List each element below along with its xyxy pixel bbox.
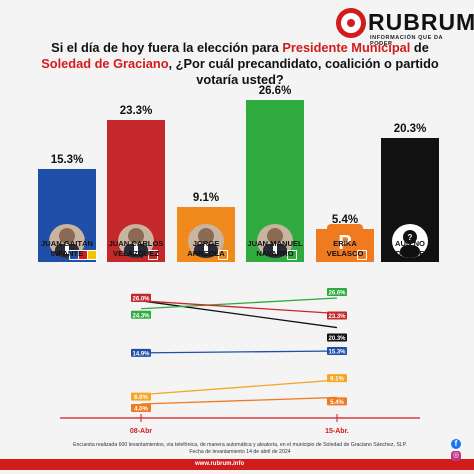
- logo-mark-icon: [336, 8, 366, 38]
- rubrum-logo: RUBRUM INFORMACIÓN QUE DA PODER: [336, 8, 474, 48]
- data-label: 4.0%: [134, 407, 148, 413]
- candidate-photo: [49, 224, 85, 258]
- data-label-box: [327, 397, 347, 406]
- data-label-box: [327, 311, 347, 320]
- party-logo-icon: [148, 250, 158, 260]
- website-link[interactable]: www.rubrum.info: [195, 461, 245, 467]
- question-text-3: , ¿Por cuál precandidato, coalición o pa…: [168, 56, 439, 87]
- data-label-box: [131, 348, 151, 357]
- question-highlight-1: Presidente Municipal: [282, 40, 411, 55]
- data-label: 20.3%: [328, 336, 346, 342]
- candidate-name: AÚN NO DECIDE: [395, 239, 425, 258]
- question-text-1: Si el día de hoy fuera la elección para: [51, 40, 283, 55]
- party-logo-icon: [87, 250, 97, 260]
- poll-question: Si el día de hoy fuera la elección para …: [20, 40, 460, 88]
- data-label-box: [131, 293, 151, 302]
- series-line: [140, 297, 338, 310]
- survey-method: Encuesta realizada 600 levantamientos, v…: [73, 442, 407, 448]
- logo-tagline: INFORMACIÓN QUE DA PODER: [370, 35, 443, 47]
- party-logo-icon: [287, 250, 297, 260]
- data-label: 5.4%: [330, 400, 344, 406]
- data-label-box: [131, 404, 151, 412]
- data-label: 14.9%: [132, 351, 150, 357]
- candidate-name: JUAN MANUEL NAVARRO: [247, 239, 303, 258]
- series-line: [140, 396, 338, 405]
- candidate-name: JUAN CARLOS VELÁZQUEZ: [108, 239, 164, 258]
- party-logo-icon: [218, 250, 228, 260]
- candidate-name: JORGE ARREOLA: [187, 239, 225, 258]
- series-line: [140, 300, 338, 315]
- series-line: [140, 300, 338, 329]
- question-highlight-2: Soledad de Graciano: [41, 56, 169, 71]
- data-label: 24.3%: [132, 313, 150, 319]
- series-line: [140, 379, 338, 396]
- x-tick-label: 15-Abr.: [325, 428, 349, 435]
- bar-value-label: 20.3%: [393, 123, 427, 135]
- data-label-box: [327, 347, 347, 355]
- data-label: 6.0%: [134, 395, 148, 401]
- bar-value-label: 23.3%: [119, 105, 153, 117]
- svg-text:?: ?: [408, 233, 413, 242]
- unknown-person-icon: ?: [392, 224, 428, 258]
- party-logo-icon: [357, 250, 367, 260]
- footer-bar: [0, 459, 474, 470]
- series-line: [140, 350, 338, 354]
- data-label: 23.3%: [328, 314, 346, 320]
- data-label-box: [327, 374, 347, 383]
- instagram-icon[interactable]: ◎: [451, 451, 461, 461]
- survey-note: Encuesta realizada 600 levantamientos, v…: [30, 442, 450, 456]
- bar-value-label: 9.1%: [192, 192, 220, 204]
- data-label-box: [327, 288, 347, 296]
- bar-value-label: 5.4%: [331, 214, 359, 226]
- data-label-box: [327, 333, 347, 342]
- data-label: 15.3%: [328, 350, 346, 356]
- svg-text:P: P: [338, 232, 351, 254]
- candidate-name: JUAN GAITÁN INFANTE: [41, 239, 93, 258]
- data-label: 26.6%: [328, 291, 346, 297]
- x-tick-label: 08-Abr: [130, 428, 152, 435]
- facebook-icon[interactable]: f: [451, 439, 461, 449]
- bar-value-label: 15.3%: [50, 154, 84, 166]
- data-label: 9.1%: [330, 377, 344, 383]
- question-text-2: de: [410, 40, 429, 55]
- data-label-box: [131, 392, 151, 401]
- candidate-name: ERIKA VELASCO: [326, 239, 364, 258]
- bar-value-label: 26.6%: [258, 85, 292, 97]
- data-label-box: [131, 310, 151, 319]
- data-label: 26.0%: [132, 296, 150, 302]
- trend-line-chart: 08-Abr15-Abr.26.0%20.3%24.3%26.6%26.0%23…: [60, 288, 420, 435]
- logo-name: RUBRUM: [368, 9, 474, 35]
- survey-date: Fecha de levantamiento 14 de abril de 20…: [189, 448, 291, 455]
